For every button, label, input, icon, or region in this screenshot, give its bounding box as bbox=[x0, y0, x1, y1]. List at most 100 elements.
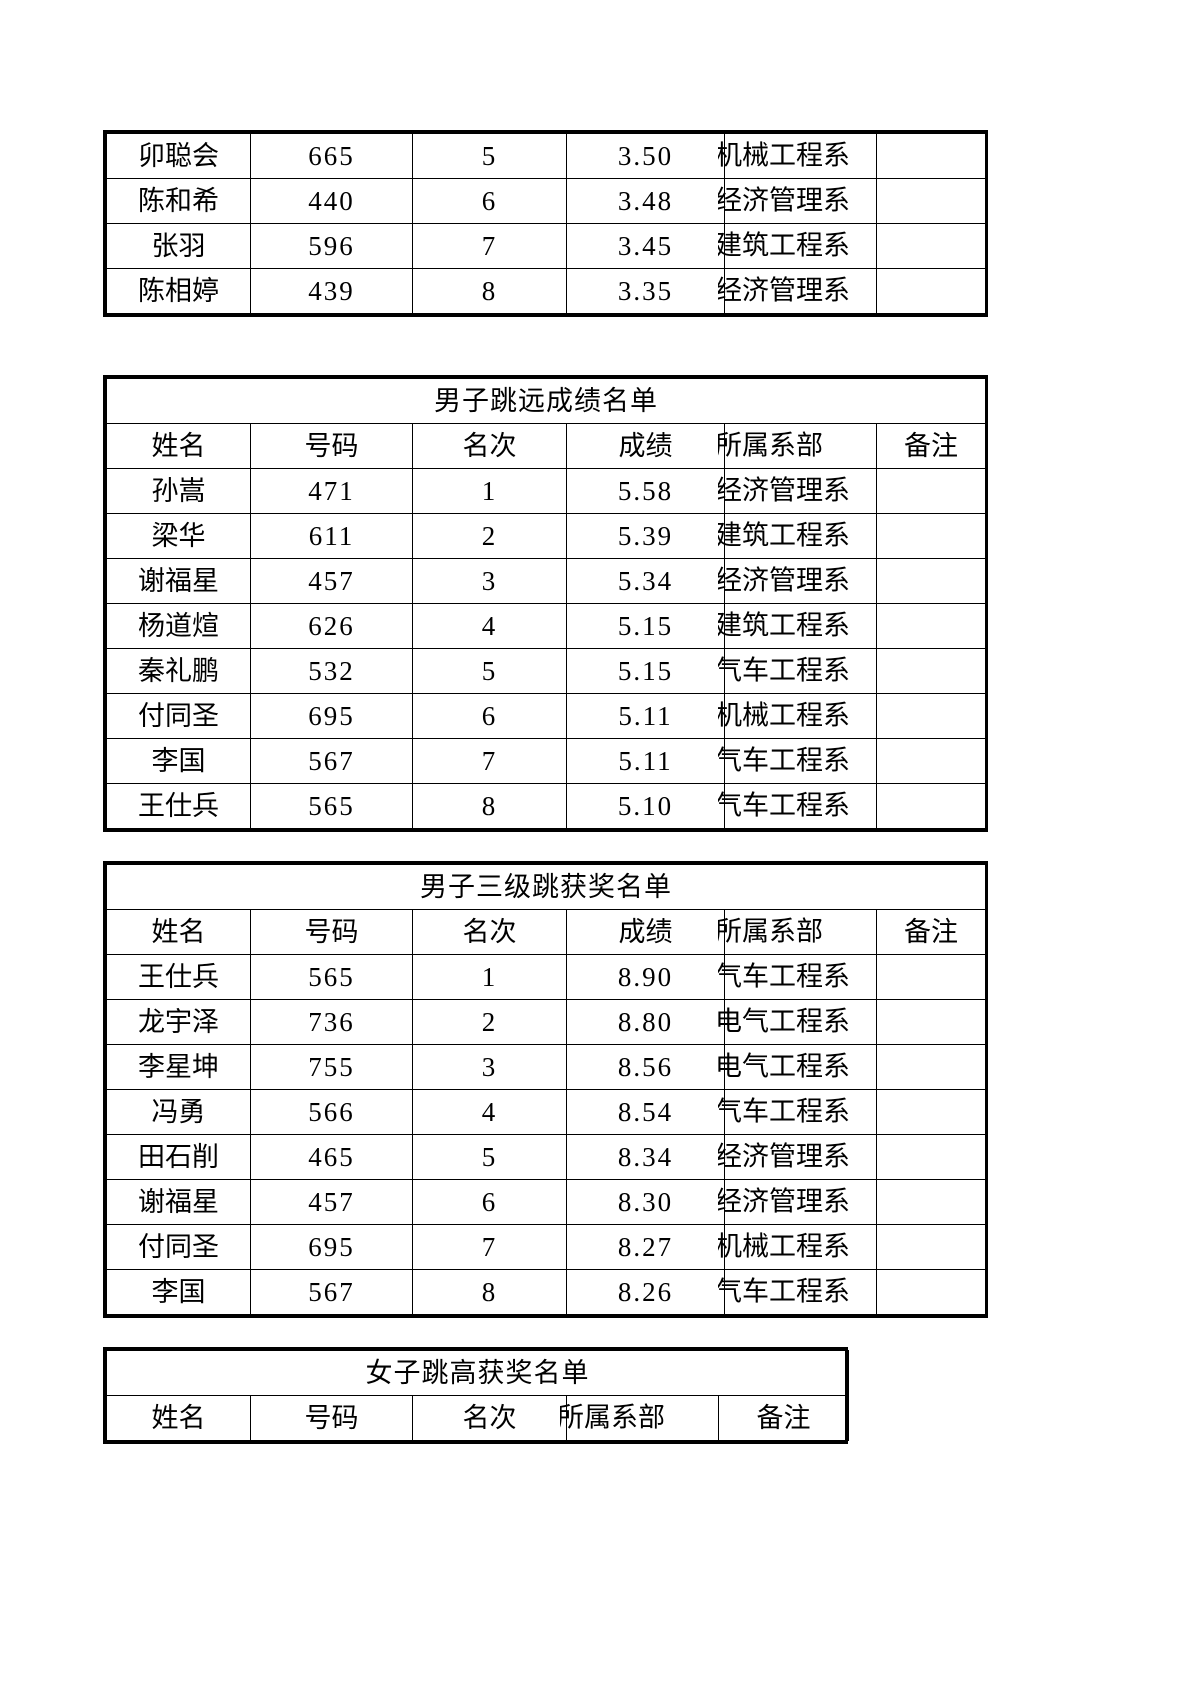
column-header-department: 所属系部 bbox=[555, 1395, 719, 1441]
cell-score: 8.30 bbox=[566, 1179, 725, 1225]
clip-mask bbox=[713, 696, 718, 736]
mens-long-jump-table: 男子跳远成绩名单 姓名 号码 名次 成绩 所属系部 备注 孙嵩 471 1 5.… bbox=[103, 375, 988, 832]
clip-mask bbox=[713, 561, 718, 601]
clip-mask bbox=[713, 271, 718, 311]
cell-score: 5.58 bbox=[566, 468, 725, 514]
cell-score: 8.80 bbox=[566, 999, 725, 1045]
clip-mask bbox=[713, 786, 718, 826]
cell-rank: 4 bbox=[412, 1089, 567, 1135]
clip-mask bbox=[713, 1002, 718, 1042]
cell-remark bbox=[875, 1269, 987, 1315]
table-grid: 男子三级跳获奖名单 姓名 号码 名次 成绩 所属系部 备注 王仕兵 565 1 … bbox=[105, 864, 987, 1315]
table-row: 杨道煊 626 4 5.15 建筑工程系 bbox=[106, 603, 986, 649]
cell-department: 经济管理系 bbox=[713, 178, 877, 224]
table-row: 李星坤 755 3 8.56 电气工程系 bbox=[106, 1044, 987, 1090]
clip-mask bbox=[713, 1092, 718, 1132]
clip-mask bbox=[555, 1398, 560, 1438]
cell-remark bbox=[876, 693, 986, 739]
table-header-row: 姓名 号码 名次 成绩 所属系部 备注 bbox=[106, 423, 986, 469]
cell-name: 梁华 bbox=[106, 513, 251, 559]
clip-mask bbox=[713, 1047, 718, 1087]
table-grid: 女子跳高获奖名单 姓名 号码 名次 所属系部 备注 bbox=[106, 1350, 849, 1441]
column-header-department: 所属系部 bbox=[713, 909, 877, 955]
cell-department: 气车工程系 bbox=[713, 783, 877, 829]
clip-mask bbox=[713, 957, 718, 997]
cell-name: 李星坤 bbox=[106, 1044, 251, 1090]
cell-department: 气车工程系 bbox=[713, 648, 877, 694]
cell-remark bbox=[876, 268, 986, 314]
column-header-remark: 备注 bbox=[718, 1395, 849, 1441]
cell-score: 3.50 bbox=[566, 133, 725, 179]
cell-number: 665 bbox=[250, 133, 413, 179]
column-header-remark: 备注 bbox=[875, 909, 987, 955]
column-header-rank: 名次 bbox=[412, 909, 567, 955]
cell-rank: 1 bbox=[412, 468, 567, 514]
table-row: 陈和希 440 6 3.48 经济管理系 bbox=[106, 178, 986, 224]
cell-department: 经济管理系 bbox=[713, 1134, 877, 1180]
table-grid: 卯聪会 665 5 3.50 机械工程系 陈和希 440 6 3.48 经济管理… bbox=[106, 133, 986, 314]
cell-remark bbox=[876, 223, 986, 269]
cell-department: 气车工程系 bbox=[713, 1269, 877, 1315]
clip-mask bbox=[713, 1137, 718, 1177]
cell-name: 王仕兵 bbox=[106, 783, 251, 829]
cell-number: 736 bbox=[250, 999, 413, 1045]
cell-department: 经济管理系 bbox=[713, 468, 877, 514]
cell-number: 439 bbox=[250, 268, 413, 314]
table-row: 王仕兵 565 8 5.10 气车工程系 bbox=[106, 783, 986, 829]
clip-mask bbox=[713, 136, 718, 176]
cell-remark bbox=[875, 1224, 987, 1270]
cell-score: 5.39 bbox=[566, 513, 725, 559]
table-row: 付同圣 695 6 5.11 机械工程系 bbox=[106, 693, 986, 739]
table-row: 付同圣 695 7 8.27 机械工程系 bbox=[106, 1224, 987, 1270]
column-header-score: 成绩 bbox=[566, 423, 725, 469]
cell-remark bbox=[876, 133, 986, 179]
cell-remark bbox=[876, 468, 986, 514]
cell-department: 经济管理系 bbox=[713, 558, 877, 604]
cell-score: 8.27 bbox=[566, 1224, 725, 1270]
table-row: 张羽 596 7 3.45 建筑工程系 bbox=[106, 223, 986, 269]
column-header-name: 姓名 bbox=[106, 1395, 251, 1441]
cell-score: 5.34 bbox=[566, 558, 725, 604]
column-header-name: 姓名 bbox=[106, 423, 251, 469]
cell-number: 695 bbox=[250, 693, 413, 739]
column-header-rank: 名次 bbox=[412, 1395, 567, 1441]
cell-rank: 5 bbox=[412, 133, 567, 179]
cell-remark bbox=[875, 954, 987, 1000]
table-row: 王仕兵 565 1 8.90 气车工程系 bbox=[106, 954, 987, 1000]
mens-triple-jump-table: 男子三级跳获奖名单 姓名 号码 名次 成绩 所属系部 备注 王仕兵 565 1 … bbox=[103, 861, 988, 1318]
cell-department: 经济管理系 bbox=[713, 268, 877, 314]
cell-number: 567 bbox=[250, 738, 413, 784]
womens-high-jump-table: 女子跳高获奖名单 姓名 号码 名次 所属系部 备注 bbox=[103, 1347, 849, 1444]
cell-name: 陈和希 bbox=[106, 178, 251, 224]
cell-department: 电气工程系 bbox=[713, 999, 877, 1045]
clip-mask bbox=[713, 606, 718, 646]
cell-department: 机械工程系 bbox=[713, 133, 877, 179]
cell-number: 566 bbox=[250, 1089, 413, 1135]
cell-name: 田石削 bbox=[106, 1134, 251, 1180]
cell-name: 张羽 bbox=[106, 223, 251, 269]
cell-number: 567 bbox=[250, 1269, 413, 1315]
table-title-row: 女子跳高获奖名单 bbox=[106, 1350, 849, 1396]
clip-mask bbox=[713, 912, 718, 952]
cell-score: 5.15 bbox=[566, 648, 725, 694]
cell-rank: 6 bbox=[412, 178, 567, 224]
cell-rank: 3 bbox=[412, 1044, 567, 1090]
cell-rank: 8 bbox=[412, 1269, 567, 1315]
cell-score: 8.34 bbox=[566, 1134, 725, 1180]
cell-number: 565 bbox=[250, 954, 413, 1000]
clip-mask bbox=[713, 1182, 718, 1222]
cell-number: 440 bbox=[250, 178, 413, 224]
cell-department: 经济管理系 bbox=[713, 1179, 877, 1225]
cell-name: 付同圣 bbox=[106, 1224, 251, 1270]
cell-department: 建筑工程系 bbox=[713, 223, 877, 269]
cell-number: 596 bbox=[250, 223, 413, 269]
cell-rank: 1 bbox=[412, 954, 567, 1000]
table-row: 李国 567 8 8.26 气车工程系 bbox=[106, 1269, 987, 1315]
cell-number: 532 bbox=[250, 648, 413, 694]
cell-name: 谢福星 bbox=[106, 1179, 251, 1225]
cell-rank: 8 bbox=[412, 268, 567, 314]
cell-rank: 2 bbox=[412, 999, 567, 1045]
clip-mask bbox=[713, 426, 718, 466]
column-header-score: 成绩 bbox=[566, 909, 725, 955]
